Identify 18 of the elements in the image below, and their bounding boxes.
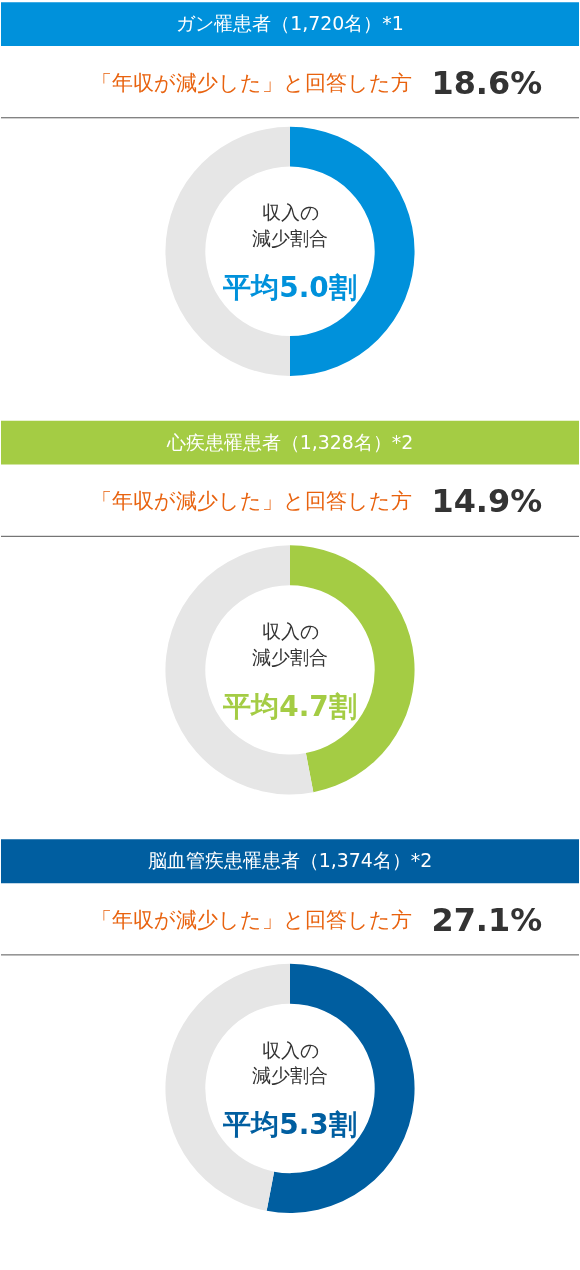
chart-subtitle: 「年収が減少した」と回答した方 bbox=[90, 489, 412, 514]
chart-title: 脳血管疾患罹患者（1,374名）*2 bbox=[147, 849, 433, 872]
text: 平均5.3割 bbox=[222, 1108, 357, 1142]
text: 14.9% bbox=[431, 482, 543, 521]
text: 平均5.0割 bbox=[222, 271, 357, 305]
text: 27.1% bbox=[431, 900, 543, 939]
text: 平均4.7割 bbox=[222, 689, 357, 723]
text: 減少割合 bbox=[252, 1064, 328, 1087]
text: 収入の bbox=[261, 1038, 319, 1061]
text: 収入の bbox=[261, 619, 319, 642]
chart-subtitle: 「年収が減少した」と回答した方 bbox=[90, 70, 412, 95]
chart-title: ガン罹患者（1,720名）*1 bbox=[176, 12, 404, 35]
chart-title: 心疾患罹患者（1,328名）*2 bbox=[165, 430, 414, 453]
text: 減少割合 bbox=[252, 645, 328, 668]
text: 収入の bbox=[261, 201, 319, 224]
text: 減少割合 bbox=[252, 227, 328, 250]
chart-subtitle: 「年収が減少した」と回答した方 bbox=[90, 907, 412, 932]
text: 18.6% bbox=[431, 63, 543, 102]
